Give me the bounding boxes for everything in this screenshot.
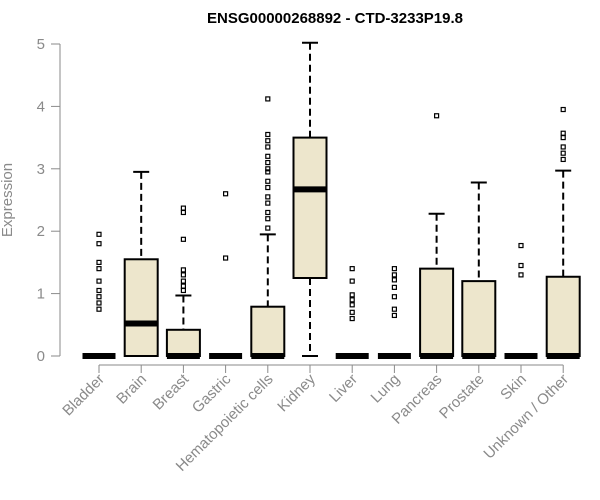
- outlier-point-6-2: [349, 302, 355, 308]
- y-tick-label-2: 2: [37, 223, 45, 240]
- outlier-point-2-4: [180, 267, 186, 273]
- box-4: [250, 96, 286, 359]
- outlier-point-10-1: [518, 262, 524, 269]
- outlier-point-2-2: [180, 278, 186, 284]
- box-rect-2: [165, 328, 201, 357]
- outlier-point-10-0: [518, 272, 524, 278]
- box-rect-8: [419, 267, 455, 358]
- outlier-point-11-1: [560, 150, 566, 156]
- box-8: [419, 113, 455, 359]
- outlier-point-11-2: [560, 144, 566, 150]
- outlier-point-7-6: [391, 266, 397, 272]
- outlier-point-11-5: [560, 106, 566, 113]
- outlier-point-2-3: [180, 272, 186, 278]
- outlier-point-11-0: [560, 156, 566, 163]
- box-rect-1: [123, 258, 159, 357]
- y-axis-label: Expression: [0, 163, 16, 237]
- outlier-point-11-4: [560, 130, 566, 136]
- outlier-point-0-8: [96, 231, 102, 237]
- x-tick-label-10: Skin: [497, 371, 530, 404]
- box-1: [123, 170, 159, 357]
- outlier-point-2-5: [180, 236, 186, 242]
- box-9: [461, 181, 497, 359]
- box-rect-5: [292, 136, 328, 279]
- x-tick-label-6: Liver: [326, 371, 361, 406]
- outlier-point-4-7: [265, 169, 271, 175]
- y-tick-label-4: 4: [37, 98, 45, 115]
- box-2: [165, 205, 201, 359]
- outlier-point-4-2: [265, 209, 271, 216]
- outlier-point-4-3: [265, 200, 271, 206]
- x-tick-label-2: Breast: [150, 370, 193, 413]
- boxes: [82, 41, 581, 359]
- outlier-point-0-5: [96, 266, 102, 272]
- y-axis: 0 1 2 3 4 5: [37, 36, 61, 365]
- outlier-point-6-0: [349, 315, 355, 322]
- outlier-point-4-4: [265, 194, 271, 200]
- box-3: [209, 191, 243, 359]
- outlier-point-6-5: [349, 278, 355, 284]
- outlier-point-2-0: [180, 287, 186, 294]
- box-0: [82, 231, 116, 359]
- box-7: [377, 266, 411, 359]
- box-10: [504, 242, 538, 359]
- outlier-point-7-1: [391, 306, 397, 312]
- outlier-point-8-0: [434, 113, 440, 119]
- y-tick-label-1: 1: [37, 286, 45, 303]
- outlier-point-4-6: [265, 178, 271, 184]
- outlier-point-3-1: [223, 191, 229, 197]
- outlier-point-3-0: [223, 255, 229, 261]
- outlier-point-0-4: [96, 278, 102, 284]
- outlier-point-4-11: [265, 144, 271, 150]
- outlier-point-6-1: [349, 309, 355, 315]
- box-5: [292, 41, 328, 357]
- outlier-point-7-4: [391, 277, 397, 283]
- outlier-point-7-0: [391, 312, 397, 319]
- x-tick-label-5: Kidney: [274, 370, 319, 415]
- y-tick-label-0: 0: [37, 348, 45, 365]
- x-tick-label-7: Lung: [368, 371, 404, 407]
- outlier-point-0-1: [96, 300, 102, 306]
- x-tick-label-1: Brain: [113, 371, 150, 408]
- outlier-point-4-14: [265, 96, 271, 102]
- outlier-point-10-2: [518, 242, 524, 249]
- outlier-point-4-12: [265, 138, 271, 144]
- box-6: [335, 266, 369, 359]
- x-tick-label-9: Prostate: [436, 371, 488, 423]
- outlier-point-6-6: [349, 266, 355, 272]
- outlier-point-0-7: [96, 241, 102, 247]
- outlier-point-11-3: [560, 135, 566, 141]
- box-11: [545, 106, 581, 359]
- outlier-point-4-9: [265, 159, 271, 166]
- outlier-point-2-7: [180, 205, 186, 211]
- y-tick-label-5: 5: [37, 36, 45, 53]
- outlier-point-4-13: [265, 131, 271, 138]
- outlier-point-7-5: [391, 272, 397, 278]
- outlier-point-7-2: [391, 294, 397, 300]
- outlier-point-0-0: [96, 306, 102, 312]
- outlier-point-4-0: [265, 225, 271, 231]
- outlier-point-4-1: [265, 216, 271, 222]
- x-tick-label-0: Bladder: [59, 371, 108, 420]
- outlier-point-4-10: [265, 153, 271, 159]
- box-rect-4: [250, 305, 286, 358]
- chart-title: ENSG00000268892 - CTD-3233P19.8: [207, 10, 463, 27]
- y-tick-label-3: 3: [37, 161, 45, 178]
- outlier-point-0-6: [96, 259, 102, 265]
- outlier-point-4-5: [265, 184, 271, 191]
- box-rect-9: [461, 280, 497, 357]
- outlier-point-6-4: [349, 292, 355, 298]
- outlier-point-2-6: [180, 209, 186, 216]
- box-rect-11: [545, 275, 581, 358]
- outlier-point-0-3: [96, 287, 102, 294]
- outlier-point-0-2: [96, 294, 102, 300]
- outlier-point-7-3: [391, 284, 397, 290]
- outlier-point-4-8: [265, 166, 271, 172]
- outlier-point-2-1: [180, 283, 186, 289]
- outlier-point-6-3: [349, 297, 355, 303]
